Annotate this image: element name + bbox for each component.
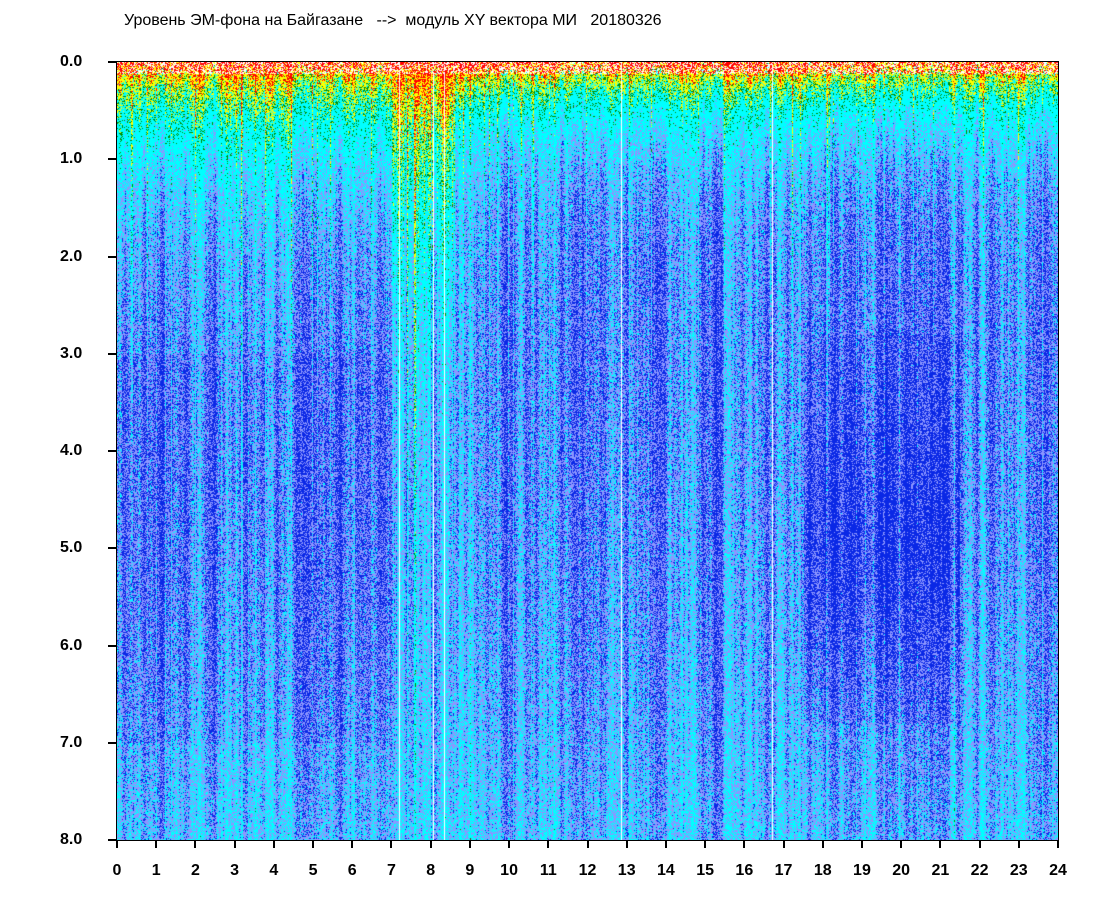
x-tick-label: 14 [657,862,675,879]
x-tick-label: 9 [465,862,475,879]
y-tick-label: 1.0 [60,150,83,168]
y-tick-label: 7.0 [60,733,83,751]
x-tick-label: 10 [500,862,518,879]
x-tick-label: 15 [696,862,715,879]
y-tick-mark [108,61,117,63]
x-tick-mark [821,840,824,848]
x-tick-label: 6 [347,862,357,879]
x-tick-label: 21 [931,862,950,879]
x-tick-mark [978,840,981,848]
x-tick-label: 12 [578,862,597,879]
y-tick-label: 2.0 [60,247,83,265]
x-tick-label: 13 [617,862,636,879]
x-tick-label: 17 [774,862,793,879]
x-tick-mark [272,840,275,848]
x-tick-label: 8 [426,862,436,879]
y-tick-label: 4.0 [60,442,83,459]
x-tick-mark [312,840,315,848]
y-tick-label: 0.0 [60,53,83,70]
y-tick-mark [108,255,117,258]
x-tick-mark [900,840,903,848]
x-tick-mark [468,840,471,848]
x-tick-label: 23 [1009,862,1028,879]
x-tick-mark [743,840,746,848]
x-tick-label: 20 [892,862,911,879]
x-tick-label: 7 [387,862,396,879]
x-tick-mark [860,840,863,848]
y-tick-label: 8.0 [60,831,83,848]
x-tick-mark [390,840,393,848]
x-tick-mark [1057,840,1059,848]
x-tick-mark [116,840,118,848]
x-tick-label: 4 [269,862,279,879]
x-tick-label: 11 [539,862,557,879]
x-tick-mark [625,840,628,848]
y-tick-mark [108,352,117,355]
y-tick-label: 3.0 [60,344,83,362]
x-tick-mark [155,840,158,848]
y-tick-label: 6.0 [60,636,83,654]
x-tick-mark [586,840,589,848]
x-tick-mark [547,840,550,848]
x-tick-label: 0 [112,862,122,879]
y-tick-mark [108,547,117,550]
y-tick-mark [108,741,117,744]
x-tick-mark [429,840,432,848]
y-tick-label: 5.0 [60,539,83,557]
x-tick-label: 16 [735,862,754,879]
x-tick-label: 18 [813,862,832,879]
x-tick-mark [782,840,785,848]
x-tick-mark [704,840,707,848]
x-tick-label: 1 [151,862,161,879]
x-tick-label: 2 [190,862,200,879]
x-tick-mark [939,840,942,848]
y-tick-mark [108,158,117,161]
x-tick-mark [508,840,511,848]
x-tick-label: 3 [230,862,240,879]
x-tick-label: 22 [970,862,989,879]
heatmap-plot-area [117,62,1058,840]
x-tick-mark [351,840,354,848]
y-tick-mark [108,644,117,647]
y-tick-mark [108,839,117,841]
x-tick-mark [1017,840,1020,848]
x-tick-label: 5 [308,862,318,879]
x-tick-label: 19 [853,862,871,879]
chart-title: Уровень ЭМ-фона на Байгазане --> модуль … [124,12,662,29]
x-tick-mark [664,840,667,848]
x-tick-mark [194,840,197,848]
y-tick-mark [108,450,117,452]
x-tick-mark [233,840,236,848]
x-tick-label: 24 [1049,862,1067,879]
